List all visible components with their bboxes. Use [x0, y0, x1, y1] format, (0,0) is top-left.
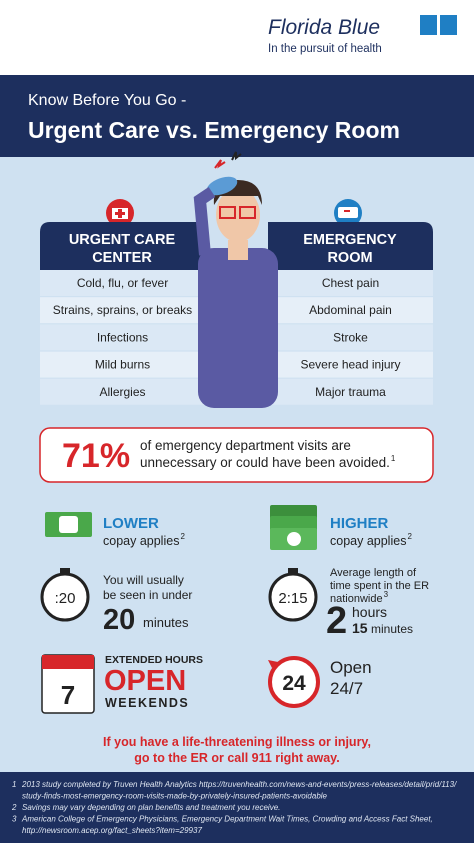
stat-box [39, 427, 434, 483]
cost-text: copay applies [330, 534, 406, 548]
er-title: EMERGENCY [303, 232, 397, 248]
item-text: Chest pain [322, 276, 379, 290]
item-text: Allergies [99, 385, 145, 399]
timer: :20 [55, 590, 76, 607]
footnote-text: Savings may vary depending on plan benef… [22, 803, 280, 812]
urgent-header [40, 222, 205, 270]
item-row [268, 297, 433, 324]
item-text: Stroke [333, 330, 368, 344]
item-row [40, 351, 205, 378]
wait-text: be seen in under [103, 588, 192, 602]
clock-arrow [268, 660, 278, 668]
hours-weekends: WEEKENDS [105, 696, 189, 710]
stopwatch-button [60, 568, 70, 574]
wait-text: Average length of [330, 567, 417, 579]
hours-open: Open [330, 658, 372, 677]
calendar-top [42, 655, 94, 669]
clock-number: 24 [282, 672, 306, 695]
footnote-text: study-finds-most-emergency-room-visits-m… [22, 792, 328, 801]
item-row [268, 378, 433, 405]
stat-value: 71% [62, 437, 130, 475]
item-text: Major trauma [315, 385, 386, 399]
warning: go to the ER or call 911 right away. [134, 751, 339, 765]
header-bg [0, 0, 474, 75]
money-icon [59, 516, 78, 533]
wait-text: You will usually [103, 573, 184, 587]
title: Urgent Care vs. Emergency Room [28, 117, 400, 143]
warning: If you have a life-threatening illness o… [103, 735, 371, 749]
clock-badge [268, 656, 320, 708]
footnote-ref: 2 [407, 532, 412, 541]
item-row [40, 378, 205, 405]
urgent-icon-cross [115, 212, 125, 215]
item-row [268, 351, 433, 378]
item-row [40, 297, 205, 324]
er-title: ROOM [327, 250, 372, 266]
urgent-title: CENTER [92, 250, 152, 266]
person-illustration [193, 151, 278, 408]
wait-unit: hours [352, 604, 387, 620]
cost-text: copay applies [103, 534, 179, 548]
item-text: Abdominal pain [309, 303, 392, 317]
footnote-number: 1 [12, 780, 16, 789]
wait-unit: minutes [143, 615, 189, 630]
footnote-number: 2 [11, 803, 17, 812]
item-text: Severe head injury [300, 358, 400, 372]
footnote-text: American College of Emergency Physicians… [21, 815, 433, 824]
footnote-ref: 3 [384, 590, 389, 599]
er-header [268, 222, 433, 270]
stat-text: of emergency department visits are [140, 438, 351, 453]
wait-text: nationwide [330, 593, 383, 605]
cost-label: HIGHER [330, 515, 389, 532]
money-stack [287, 532, 301, 546]
item-row [268, 324, 433, 351]
footnote-text: 2013 study completed by Truven Health An… [21, 780, 457, 789]
stopwatch-button [288, 568, 298, 574]
er-icon-ambulance [338, 207, 358, 218]
wait-text: time spent in the ER [330, 580, 429, 592]
timer: 2:15 [278, 590, 307, 607]
footnote-ref: 2 [180, 532, 185, 541]
item-row [268, 270, 433, 296]
item-text: Strains, sprains, or breaks [53, 303, 192, 317]
logo-cross [420, 15, 437, 35]
hours-label: EXTENDED HOURS [105, 654, 203, 666]
wait-hours: 2 [326, 600, 347, 642]
title-band [0, 75, 474, 157]
footnote-number: 3 [12, 815, 17, 824]
tagline: In the pursuit of health [268, 43, 382, 55]
hours-open: OPEN [104, 665, 186, 697]
hours-open: 24/7 [330, 679, 363, 698]
item-text: Infections [97, 330, 148, 344]
item-text: Mild burns [95, 358, 150, 372]
footer-bg [0, 772, 474, 843]
calendar-day: 7 [61, 680, 75, 710]
wait-number: 20 [103, 604, 135, 636]
brand: Florida Blue [268, 16, 380, 39]
logo-shield [440, 15, 457, 35]
footnote-text: http://newsroom.acep.org/fact_sheets?ite… [22, 826, 202, 835]
cost-label: LOWER [103, 515, 159, 532]
item-row [40, 270, 205, 296]
item-row [40, 324, 205, 351]
er-icon-cross [344, 210, 350, 212]
kicker: Know Before You Go - [28, 92, 186, 109]
wait-minutes: 15 [352, 620, 368, 636]
urgent-title: URGENT CARE [69, 232, 176, 248]
wait-unit: minutes [371, 622, 413, 636]
footnote-ref: 1 [391, 454, 396, 463]
stat-text: unnecessary or could have been avoided. [140, 455, 390, 470]
item-text: Cold, flu, or fever [77, 276, 168, 290]
